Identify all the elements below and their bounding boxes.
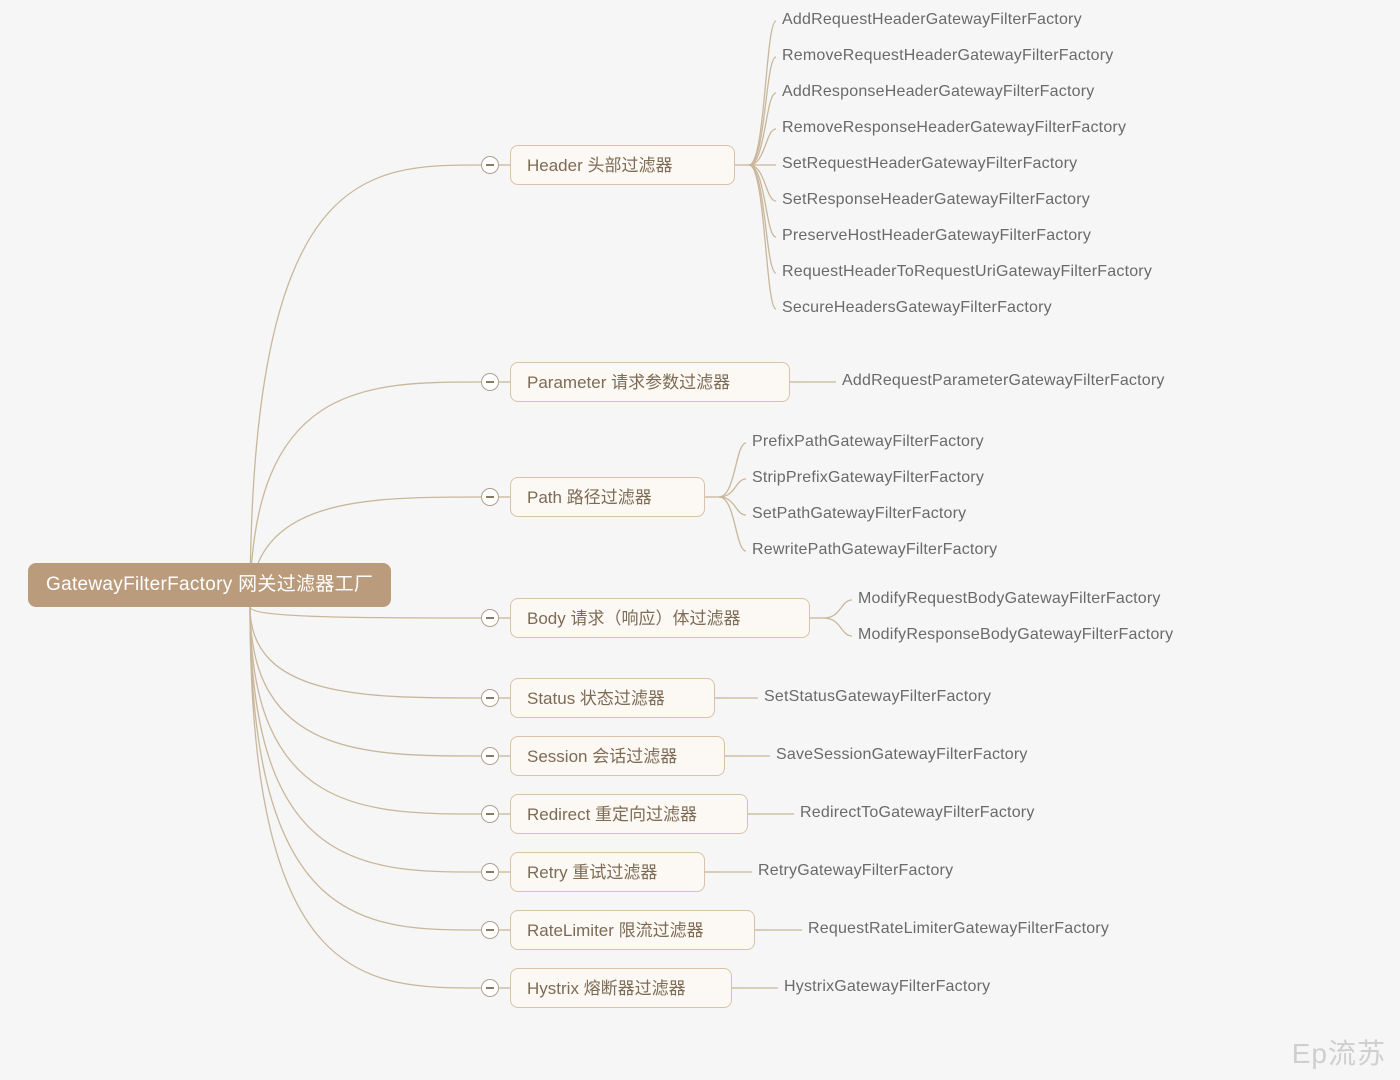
category-path[interactable]: Path 路径过滤器 xyxy=(510,477,705,517)
collapse-toggle-hystrix[interactable] xyxy=(481,979,499,997)
collapse-toggle-session[interactable] xyxy=(481,747,499,765)
leaf-path-2[interactable]: SetPathGatewayFilterFactory xyxy=(752,505,966,523)
collapse-toggle-body[interactable] xyxy=(481,609,499,627)
mindmap-canvas: Ep流苏 GatewayFilterFactory 网关过滤器工厂 Header … xyxy=(0,0,1400,1080)
watermark-text: Ep流苏 xyxy=(1292,1032,1386,1072)
category-session[interactable]: Session 会话过滤器 xyxy=(510,736,725,776)
leaf-body-0[interactable]: ModifyRequestBodyGatewayFilterFactory xyxy=(858,590,1161,608)
leaf-parameter-0[interactable]: AddRequestParameterGatewayFilterFactory xyxy=(842,372,1165,390)
collapse-toggle-retry[interactable] xyxy=(481,863,499,881)
leaf-ratelimiter-0[interactable]: RequestRateLimiterGatewayFilterFactory xyxy=(808,920,1109,938)
leaf-header-5[interactable]: SetResponseHeaderGatewayFilterFactory xyxy=(782,191,1090,209)
leaf-status-0[interactable]: SetStatusGatewayFilterFactory xyxy=(764,688,991,706)
leaf-header-0[interactable]: AddRequestHeaderGatewayFilterFactory xyxy=(782,11,1082,29)
leaf-header-4[interactable]: SetRequestHeaderGatewayFilterFactory xyxy=(782,155,1077,173)
category-hystrix[interactable]: Hystrix 熔断器过滤器 xyxy=(510,968,732,1008)
category-status[interactable]: Status 状态过滤器 xyxy=(510,678,715,718)
collapse-toggle-status[interactable] xyxy=(481,689,499,707)
leaf-path-3[interactable]: RewritePathGatewayFilterFactory xyxy=(752,541,997,559)
category-ratelimiter[interactable]: RateLimiter 限流过滤器 xyxy=(510,910,755,950)
leaf-header-3[interactable]: RemoveResponseHeaderGatewayFilterFactory xyxy=(782,119,1126,137)
collapse-toggle-redirect[interactable] xyxy=(481,805,499,823)
collapse-toggle-parameter[interactable] xyxy=(481,373,499,391)
leaf-session-0[interactable]: SaveSessionGatewayFilterFactory xyxy=(776,746,1028,764)
category-retry[interactable]: Retry 重试过滤器 xyxy=(510,852,705,892)
leaf-header-8[interactable]: SecureHeadersGatewayFilterFactory xyxy=(782,299,1052,317)
leaf-path-1[interactable]: StripPrefixGatewayFilterFactory xyxy=(752,469,984,487)
leaf-retry-0[interactable]: RetryGatewayFilterFactory xyxy=(758,862,953,880)
category-body[interactable]: Body 请求（响应）体过滤器 xyxy=(510,598,810,638)
leaf-header-2[interactable]: AddResponseHeaderGatewayFilterFactory xyxy=(782,83,1094,101)
leaf-header-7[interactable]: RequestHeaderToRequestUriGatewayFilterFa… xyxy=(782,263,1152,281)
leaf-hystrix-0[interactable]: HystrixGatewayFilterFactory xyxy=(784,978,990,996)
leaf-header-6[interactable]: PreserveHostHeaderGatewayFilterFactory xyxy=(782,227,1091,245)
leaf-path-0[interactable]: PrefixPathGatewayFilterFactory xyxy=(752,433,984,451)
category-parameter[interactable]: Parameter 请求参数过滤器 xyxy=(510,362,790,402)
collapse-toggle-header[interactable] xyxy=(481,156,499,174)
leaf-header-1[interactable]: RemoveRequestHeaderGatewayFilterFactory xyxy=(782,47,1114,65)
leaf-redirect-0[interactable]: RedirectToGatewayFilterFactory xyxy=(800,804,1035,822)
collapse-toggle-path[interactable] xyxy=(481,488,499,506)
category-header[interactable]: Header 头部过滤器 xyxy=(510,145,735,185)
collapse-toggle-ratelimiter[interactable] xyxy=(481,921,499,939)
category-redirect[interactable]: Redirect 重定向过滤器 xyxy=(510,794,748,834)
leaf-body-1[interactable]: ModifyResponseBodyGatewayFilterFactory xyxy=(858,626,1173,644)
root-node[interactable]: GatewayFilterFactory 网关过滤器工厂 xyxy=(28,563,391,607)
